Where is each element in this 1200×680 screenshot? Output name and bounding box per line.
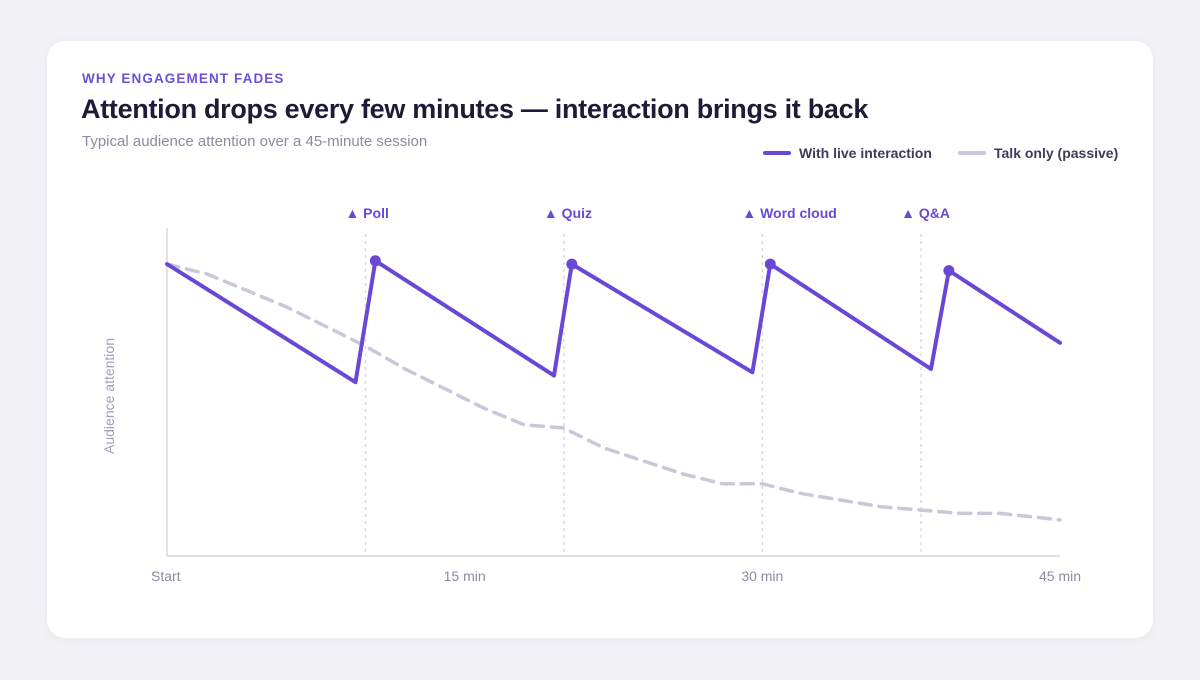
chart-card (47, 41, 1153, 638)
legend-item-live: With live interaction (763, 145, 932, 161)
legend-swatch-passive (958, 151, 986, 155)
legend-swatch-live (763, 151, 791, 155)
series-passive-line (165, 262, 1062, 522)
legend-label-passive: Talk only (passive) (994, 145, 1119, 161)
x-tick-label-3: 45 min (1039, 568, 1081, 584)
event-label-2: ▲ Word cloud (742, 205, 836, 221)
x-tick-label-0: Start (151, 568, 181, 584)
legend-item-passive: Talk only (passive) (958, 145, 1118, 161)
x-tick-label-2: 30 min (741, 568, 783, 584)
event-label-3: ▲ Q&A (901, 205, 950, 221)
series-live-point-1 (566, 258, 578, 270)
eyebrow-label: WHY ENGAGEMENT FADES (82, 71, 285, 86)
series-live-point-0 (369, 255, 381, 267)
series-live-point-2 (764, 258, 776, 270)
y-axis-label: Audience attention (101, 338, 117, 454)
chart-title: Attention drops every few minutes — inte… (81, 94, 869, 124)
chart-subtitle: Typical audience attention over a 45-min… (82, 133, 428, 150)
legend-label-live: With live interaction (799, 145, 932, 161)
event-label-0: ▲ Poll (345, 205, 388, 221)
event-label-1: ▲ Quiz (544, 205, 592, 221)
x-tick-label-1: 15 min (444, 568, 486, 584)
series-live-line (165, 258, 1062, 385)
series-live-point-3 (943, 265, 955, 277)
